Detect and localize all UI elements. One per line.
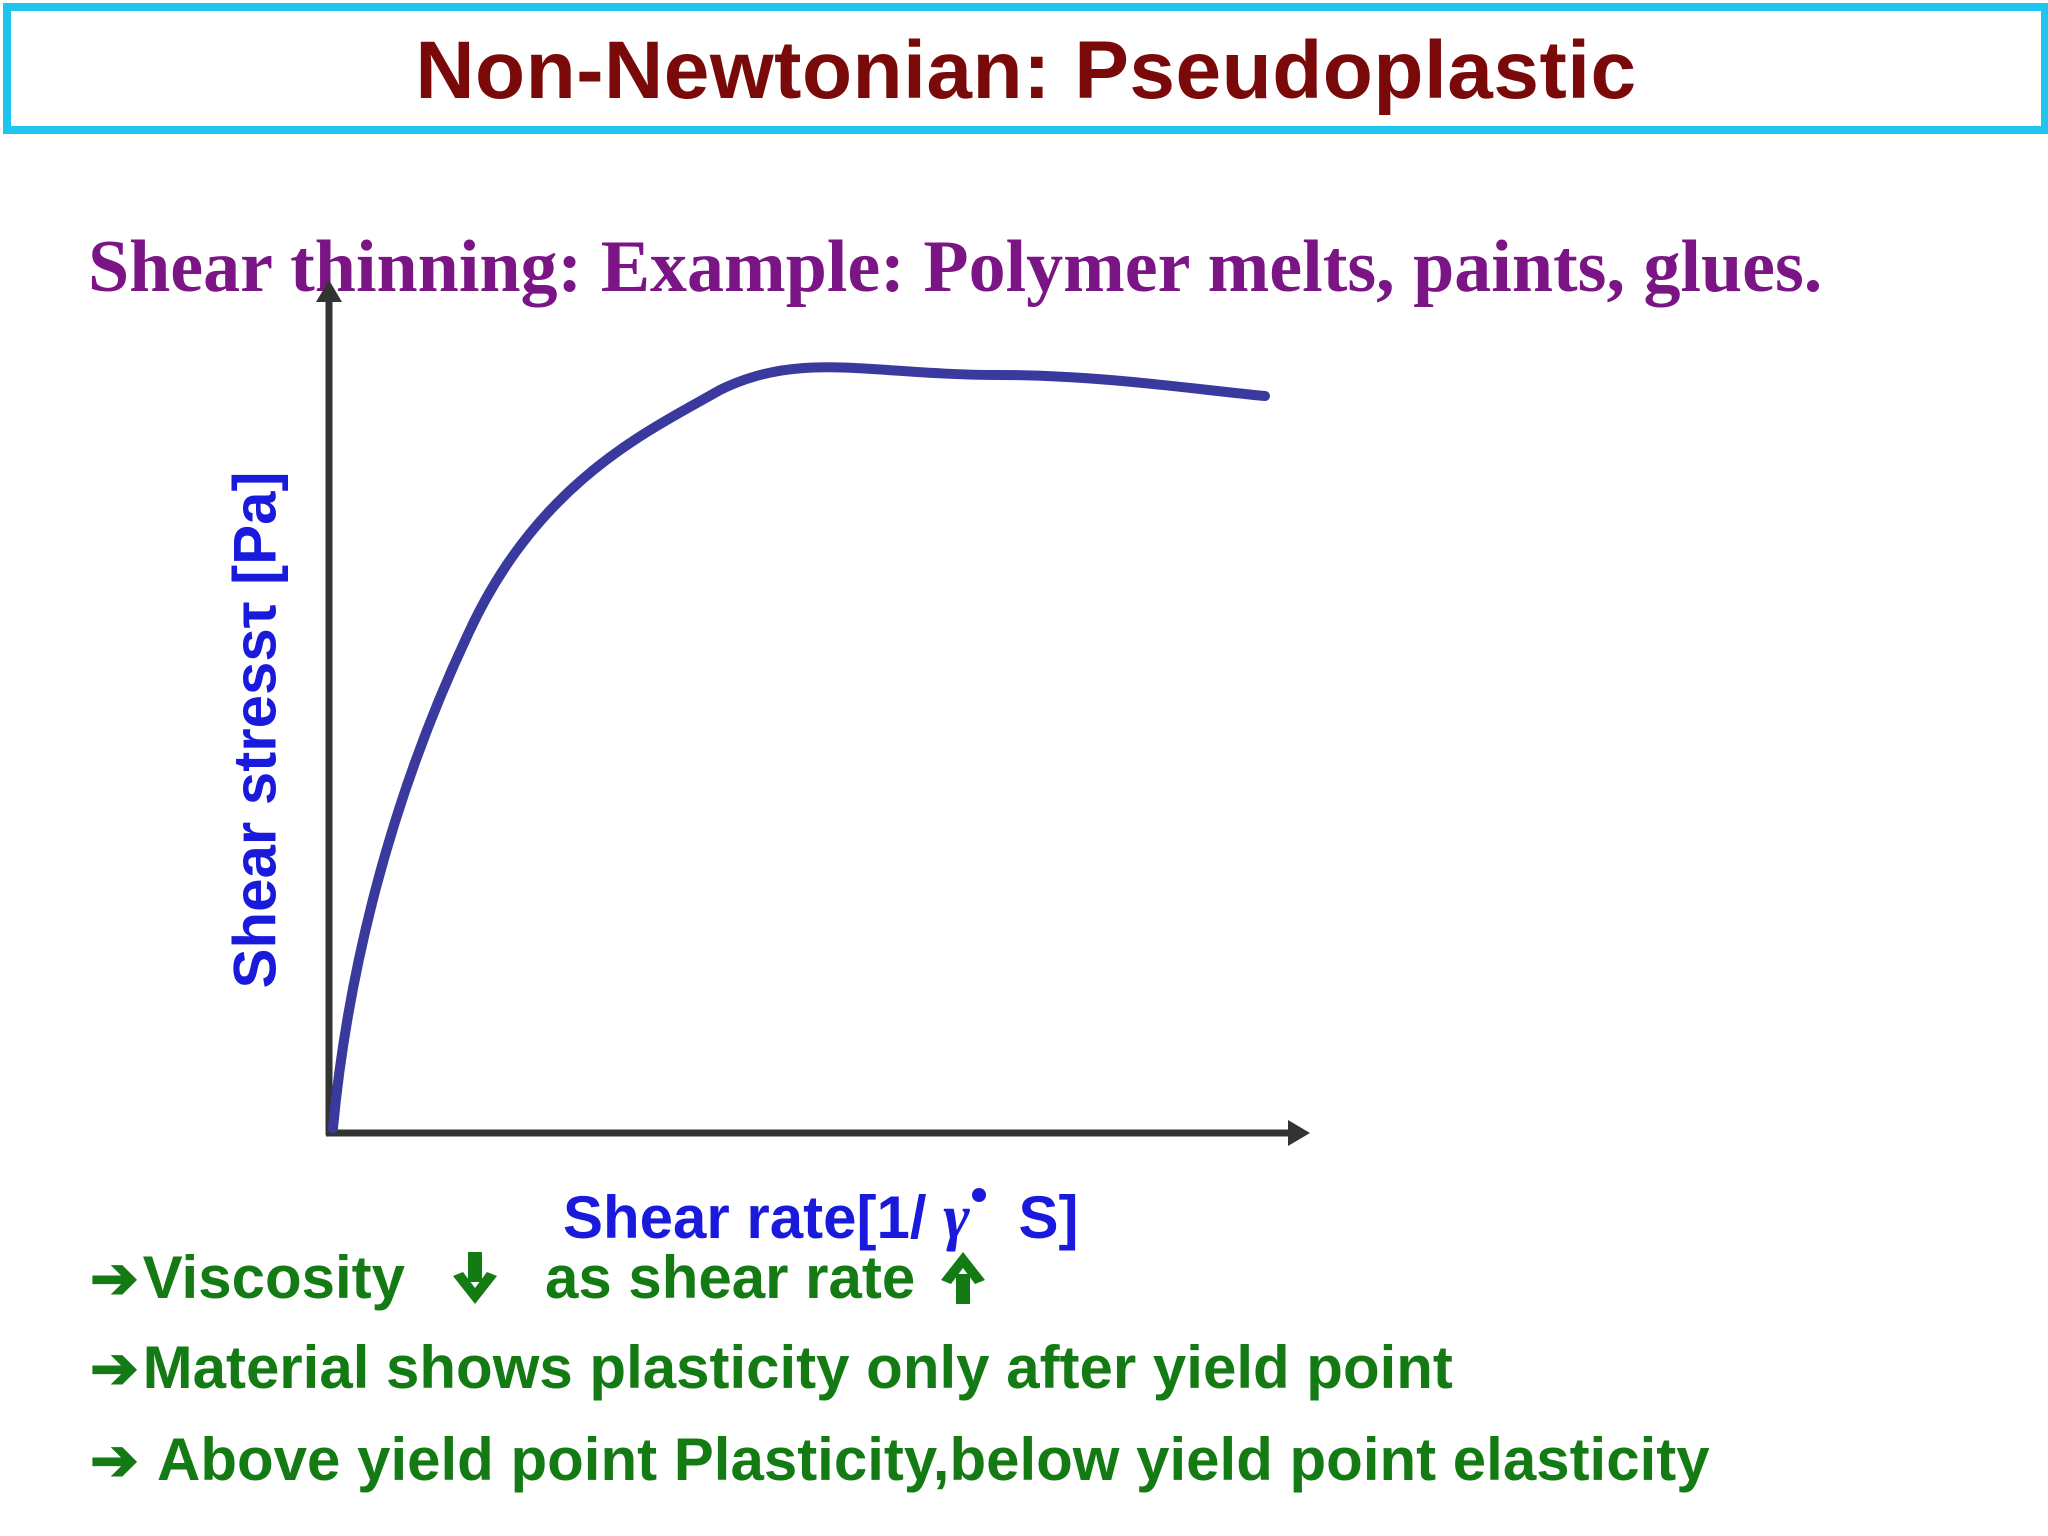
up-arrow-icon (941, 1251, 986, 1304)
x-axis-label-prefix: Shear rate[1/ (563, 1184, 944, 1251)
x-axis-arrowhead (1288, 1120, 1310, 1146)
bullet-viscosity: ➔ Viscosity as shear rate (90, 1243, 989, 1312)
slide-subtitle: Shear thinning: Example: Polymer melts, … (88, 226, 1823, 308)
bullet-yield-point: ➔ Above yield point Plasticity,below yie… (90, 1425, 1710, 1494)
y-axis-label: Shear stressτ [Pa] (221, 471, 289, 989)
shear-thinning-curve (328, 362, 1270, 1133)
right-arrow-icon: ➔ (90, 1335, 139, 1401)
right-arrow-icon: ➔ (90, 1245, 139, 1311)
bullet-plasticity: ➔ Material shows plasticity only after y… (90, 1333, 1453, 1402)
bullet-plasticity-text: Material shows plasticity only after yie… (142, 1334, 1453, 1401)
down-arrow-icon (453, 1251, 497, 1304)
bullet-viscosity-label: Viscosity (142, 1244, 405, 1311)
right-arrow-icon: ➔ (90, 1427, 139, 1493)
gamma-dot-icon (971, 1188, 986, 1202)
bullet-yield-point-text: Above yield point Plasticity,below yield… (142, 1426, 1710, 1493)
slide-title: Non-Newtonian: Pseudoplastic (415, 24, 1637, 116)
bullet-shear-rate-label: as shear rate (545, 1244, 916, 1311)
gamma-symbol: γ (943, 1181, 970, 1252)
title-banner: Non-Newtonian: Pseudoplastic (3, 3, 2048, 134)
y-axis-arrowhead (316, 280, 342, 302)
x-axis-label-suffix: S] (1001, 1184, 1079, 1251)
x-axis-label: Shear rate[1/ γ S] (563, 1180, 1078, 1254)
